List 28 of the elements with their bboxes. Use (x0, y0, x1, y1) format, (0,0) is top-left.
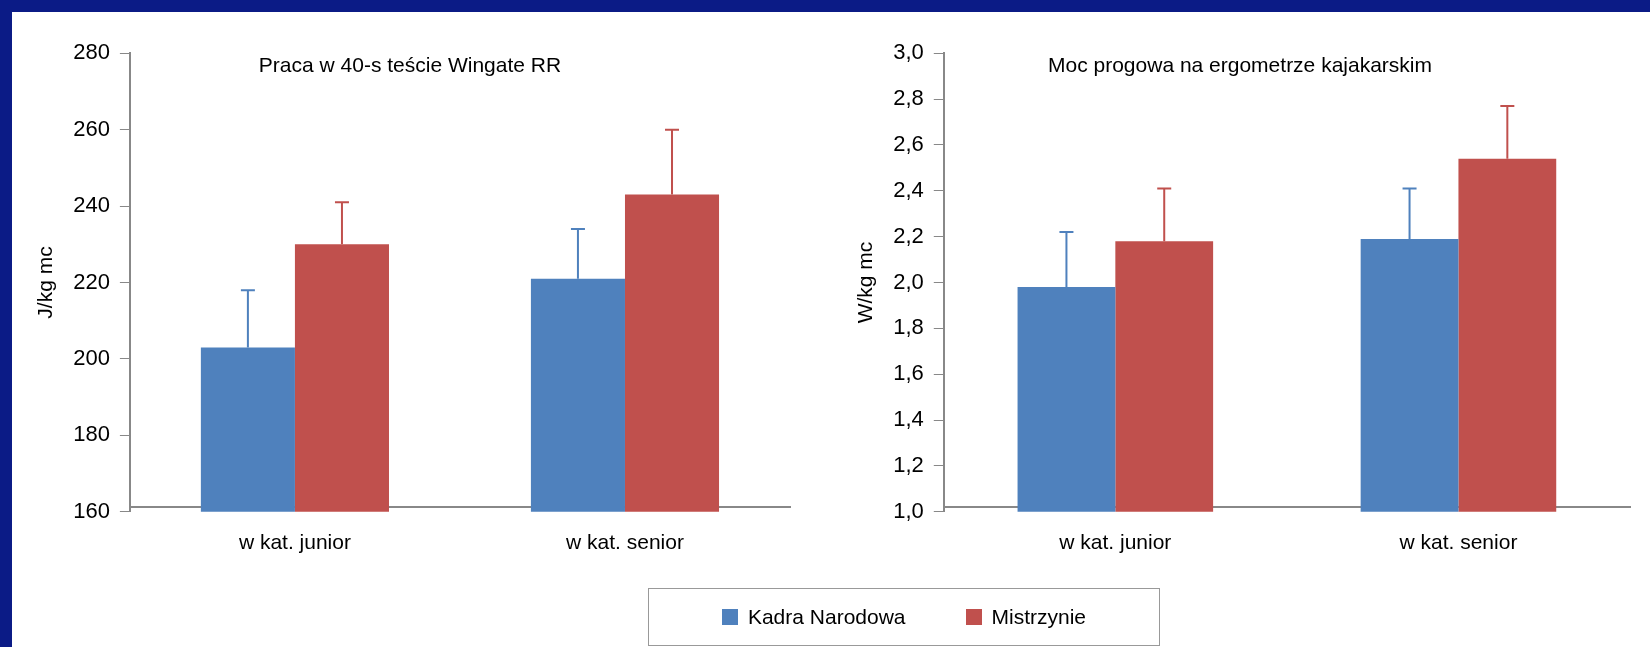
y-tick-label: 1,4 (893, 406, 924, 432)
x-tick-label: w kat. senior (1398, 530, 1518, 554)
y-tick-label: 1,2 (893, 452, 924, 477)
y-tick-label: 2,2 (893, 222, 924, 248)
x-tick-label: w kat. junior (237, 530, 351, 554)
y-tick-label: 1,6 (893, 360, 924, 386)
y-axis-title: J/kg mc (33, 246, 57, 319)
legend-label: Mistrzynie (991, 605, 1087, 629)
y-tick-label: 1,0 (893, 497, 924, 523)
x-tick-label: w kat. junior (1058, 530, 1172, 554)
y-tick-label: 180 (73, 421, 110, 447)
y-tick-label: 220 (73, 268, 110, 294)
y-tick-label: 2,4 (893, 176, 924, 202)
chart-title: Praca w 40-s teście Wingate RR (258, 52, 562, 76)
y-tick-label: 200 (73, 345, 110, 370)
y-tick-label: 260 (73, 115, 110, 141)
x-tick-label: w kat. senior (565, 530, 684, 554)
y-tick-label: 2,0 (893, 268, 924, 294)
y-tick-label: 3,0 (893, 39, 924, 65)
legend-label: Kadra Narodowa (747, 605, 906, 629)
y-tick-label: 280 (73, 39, 110, 65)
y-tick-label: 2,6 (893, 130, 924, 156)
y-tick-label: 160 (73, 497, 110, 523)
y-tick-label: 240 (73, 192, 110, 218)
y-axis-title: W/kg mc (853, 241, 877, 324)
y-tick-label: 1,8 (893, 314, 924, 340)
y-tick-label: 2,8 (893, 85, 924, 111)
chart-title: Moc progowa na ergometrze kajakarskim (1048, 52, 1432, 76)
